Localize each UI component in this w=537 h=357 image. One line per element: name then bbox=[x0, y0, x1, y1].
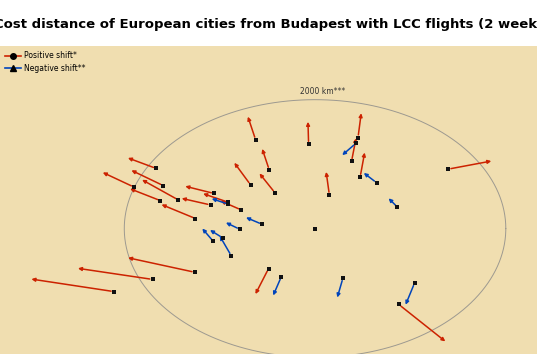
Legend: Positive shift*, Negative shift**: Positive shift*, Negative shift** bbox=[4, 50, 88, 75]
Text: Cost distance of European cities from Budapest with LCC flights (2 week): Cost distance of European cities from Bu… bbox=[0, 18, 537, 31]
Text: 2000 km***: 2000 km*** bbox=[300, 87, 345, 96]
